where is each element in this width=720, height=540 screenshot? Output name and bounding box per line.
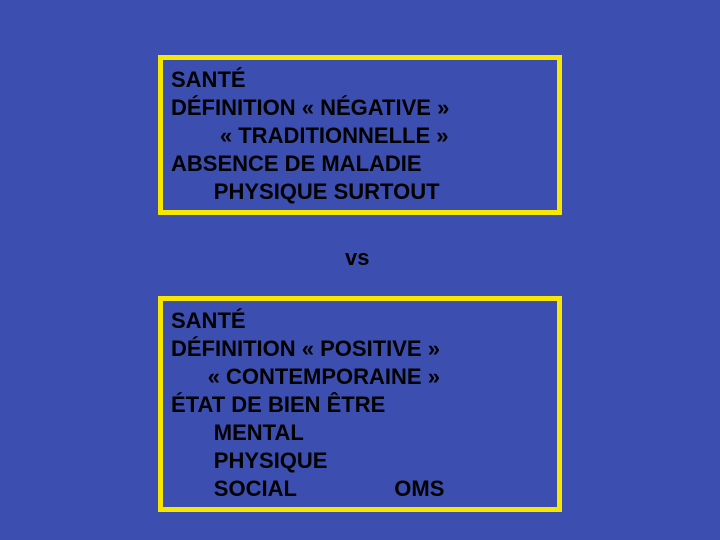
text-line: « TRADITIONNELLE » <box>171 122 549 150</box>
text-line: MENTAL <box>171 419 549 447</box>
definition-box-negative: SANTÉDÉFINITION « NÉGATIVE » « TRADITION… <box>158 55 562 215</box>
text-line: PHYSIQUE <box>171 447 549 475</box>
text-line: SANTÉ <box>171 307 549 335</box>
text-line: ABSENCE DE MALADIE <box>171 150 549 178</box>
text-line: SOCIAL OMS <box>171 475 549 503</box>
text-line: SANTÉ <box>171 66 549 94</box>
definition-box-positive: SANTÉDÉFINITION « POSITIVE » « CONTEMPOR… <box>158 296 562 512</box>
text-line: DÉFINITION « POSITIVE » <box>171 335 549 363</box>
vs-separator: vs <box>345 245 369 271</box>
text-line: ÉTAT DE BIEN ÊTRE <box>171 391 549 419</box>
text-line: « CONTEMPORAINE » <box>171 363 549 391</box>
text-line: DÉFINITION « NÉGATIVE » <box>171 94 549 122</box>
text-line: PHYSIQUE SURTOUT <box>171 178 549 206</box>
